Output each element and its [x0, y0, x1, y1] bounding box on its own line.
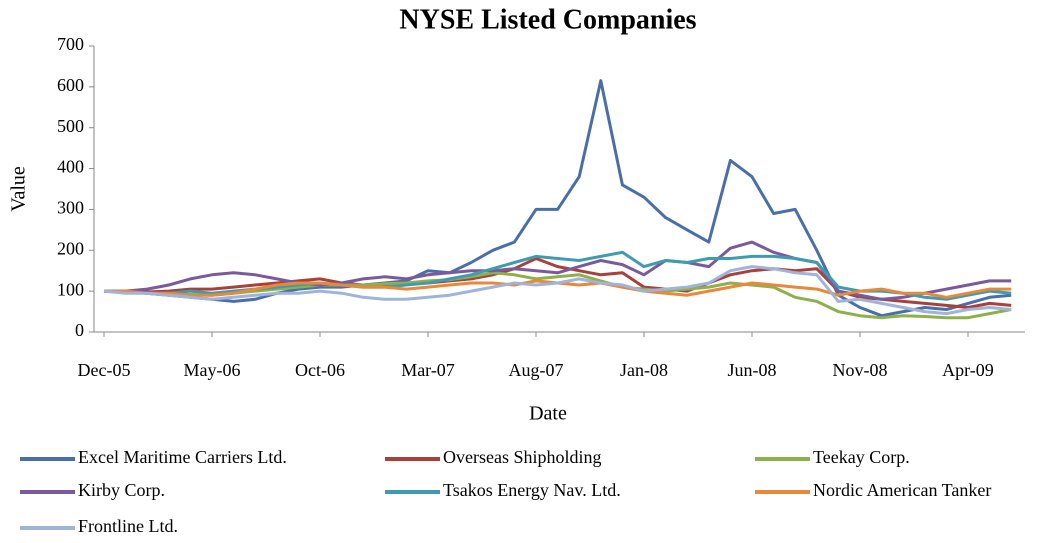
x-tick-label: Apr-09: [942, 360, 994, 380]
x-tick-label: May-06: [184, 360, 241, 380]
x-tick-label: Oct-06: [295, 360, 345, 380]
legend-label: Frontline Ltd.: [78, 516, 178, 536]
y-tick-label: 0: [75, 320, 84, 340]
legend-label: Tsakos Energy Nav. Ltd.: [443, 480, 621, 500]
legend-label: Excel Maritime Carriers Ltd.: [78, 447, 287, 467]
legend-label: Overseas Shipholding: [443, 447, 601, 467]
y-tick-label: 600: [57, 75, 84, 95]
y-tick-label: 300: [57, 198, 84, 218]
y-tick-label: 700: [57, 34, 84, 54]
x-tick-label: Jan-08: [620, 360, 668, 380]
series-line: [104, 240, 1012, 301]
series-line: [103, 265, 1012, 316]
y-tick-label: 400: [57, 157, 84, 177]
series-line: [104, 257, 1012, 309]
legend-label: Nordic American Tanker: [813, 480, 991, 500]
chart-title: NYSE Listed Companies: [399, 4, 696, 35]
legend-label: Teekay Corp.: [813, 447, 910, 467]
x-tick-label: Nov-08: [833, 360, 888, 380]
x-tick-label: Mar-07: [401, 360, 455, 380]
legend-label: Kirby Corp.: [78, 480, 165, 500]
y-tick-label: 200: [57, 238, 84, 258]
x-axis-label: Date: [529, 403, 567, 425]
x-tick-label: Aug-07: [509, 360, 564, 380]
x-tick-label: Dec-05: [78, 360, 131, 380]
y-tick-label: 500: [57, 116, 84, 136]
y-tick-label: 100: [57, 279, 84, 299]
series-line: [103, 271, 1012, 320]
x-tick-label: Jun-08: [728, 360, 777, 380]
y-axis-label: Value: [8, 166, 30, 212]
series-line: [104, 79, 1012, 318]
